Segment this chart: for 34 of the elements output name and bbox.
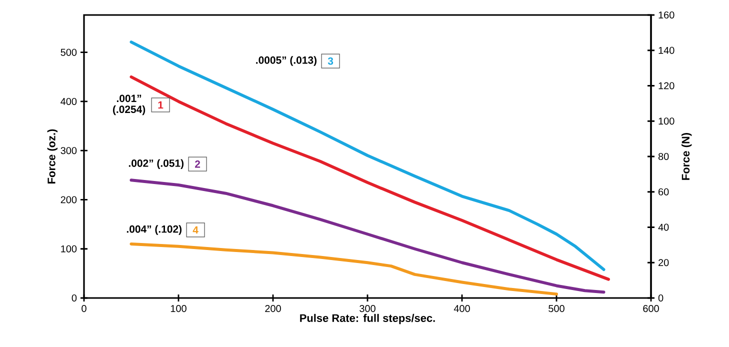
- y2-tick-label: 40: [658, 224, 669, 231]
- y2-tick-label: 160: [658, 11, 674, 19]
- series-label: 2: [195, 160, 200, 168]
- y-tick-label: 500: [60, 48, 77, 56]
- annotation: .0005” (.013): [256, 56, 317, 66]
- x-tick-label: 400: [454, 305, 470, 312]
- y2-tick-label: 0: [658, 294, 664, 302]
- y-tick-label: 400: [60, 98, 77, 105]
- line-series: [130, 242, 558, 296]
- x-tick-label: 500: [548, 305, 564, 312]
- x-tick-label: 300: [360, 305, 376, 312]
- y2-tick-label: 100: [658, 118, 674, 125]
- annotation: .004” (.102): [126, 225, 182, 235]
- y-tick-label: 0: [72, 294, 77, 302]
- annotation: .001” (.0254): [113, 94, 146, 116]
- y2-tick-label: 20: [658, 259, 669, 266]
- y-tick-label: 200: [60, 196, 77, 204]
- x-tick-label: 0: [82, 305, 86, 312]
- y2-tick-label: 140: [658, 46, 674, 54]
- y-tick-label: 100: [61, 245, 77, 252]
- series-label: 4: [192, 226, 198, 234]
- text: 3: [328, 57, 334, 65]
- y2-axis-title: Force (N): [681, 133, 692, 180]
- x-tick-label: 200: [265, 305, 281, 312]
- x-tick-label: 600: [643, 305, 659, 312]
- y2-tick-label: 120: [658, 82, 674, 90]
- y-axis-title: Force (oz.): [47, 129, 58, 184]
- x-tick-label: 100: [170, 305, 186, 312]
- y2-tick-label: 80: [658, 152, 669, 160]
- x-axis-title: Pulse Rate: full steps/sec.: [300, 314, 435, 324]
- y-tick-label: 300: [60, 147, 77, 154]
- y2-tick-label: 60: [658, 188, 669, 196]
- annotation: .002” (.051): [128, 159, 184, 169]
- series-label: 1: [158, 101, 164, 108]
